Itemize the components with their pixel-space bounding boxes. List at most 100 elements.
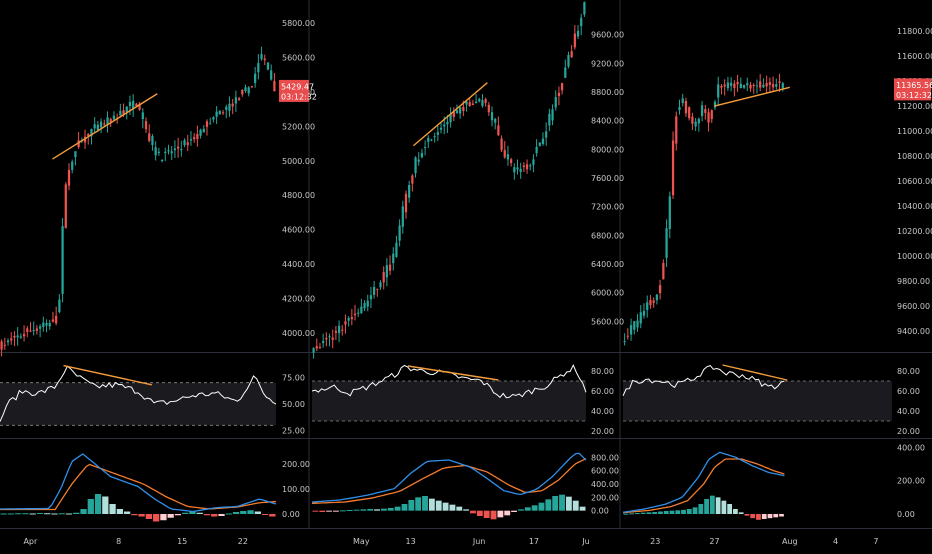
time-axis-label: 13 (406, 537, 416, 546)
candle-body (237, 98, 241, 100)
candle-body (325, 337, 328, 340)
candle-body (119, 110, 122, 116)
candle-body (519, 168, 522, 173)
macd-histogram-bar (65, 513, 73, 515)
macd-histogram-bar (387, 508, 394, 511)
candles (623, 73, 784, 346)
macd-histogram-bar (721, 500, 727, 514)
macd-histogram-bar (160, 514, 167, 521)
candle-body (19, 336, 22, 338)
candle-body (141, 112, 144, 120)
macd-line (622, 451, 785, 513)
macd-histogram-bar (153, 514, 160, 522)
candle-body (164, 151, 167, 154)
candle-body (16, 335, 19, 338)
candle-body (414, 157, 417, 174)
macd-histogram-bar (442, 502, 449, 511)
macd-histogram-bar (483, 510, 490, 518)
candle-body (74, 151, 77, 158)
candle-body (128, 101, 132, 107)
rsi-trendline (63, 364, 152, 386)
candle-body (318, 347, 322, 349)
candle-body (723, 84, 726, 87)
countdown-label: 03:12:32 (896, 91, 932, 100)
candle-body (560, 83, 564, 91)
candle-body (545, 131, 548, 138)
macd-histogram-bar (727, 504, 733, 514)
candle-body (26, 328, 29, 332)
macd-histogram-bar (401, 504, 408, 511)
candle-body (328, 336, 331, 338)
candle-body (228, 103, 231, 111)
macd-histogram-bar (312, 510, 319, 512)
macd-histogram-bar (744, 514, 750, 516)
price-axis-tick: 10800.00 (897, 152, 932, 161)
macd-histogram-bar (247, 510, 254, 514)
macd-histogram-bar (538, 502, 545, 511)
candle-body (29, 330, 32, 332)
rsi-trendline (407, 365, 499, 381)
candle-body (61, 226, 64, 294)
rsi-axis-tick: 25.00 (282, 427, 305, 436)
rsi-axis-tick: 50.00 (282, 400, 305, 409)
rsi-axis-tick: 60.00 (591, 387, 614, 396)
candle-body (567, 54, 570, 67)
candle-body (646, 302, 649, 311)
candle-body (90, 129, 93, 137)
macd-histogram-bar (333, 510, 339, 512)
candle-body (739, 83, 742, 89)
price-axis-tick: 6800.00 (591, 231, 624, 240)
price-axis-tick: 5600.00 (591, 317, 624, 326)
candle-body (570, 51, 573, 58)
macd-histogram-bar (182, 512, 189, 514)
candle-body (427, 137, 430, 142)
macd-histogram-bar (254, 511, 261, 514)
candle-body (42, 322, 45, 327)
macd-histogram-bar (196, 512, 203, 514)
candle-body (636, 320, 639, 328)
time-axis-label: May (353, 537, 370, 546)
candle-body (215, 111, 218, 117)
candle-body (45, 323, 48, 326)
candle-body (759, 81, 762, 88)
candle-body (250, 86, 254, 88)
candle-body (557, 92, 561, 97)
time-axis-label: 7 (873, 537, 878, 546)
macd-histogram-bar (360, 509, 367, 511)
macd-histogram-bar (94, 494, 102, 514)
candle-body (106, 117, 109, 125)
macd-histogram-bar (29, 513, 36, 515)
time-axis-label: Jun (472, 537, 486, 546)
candle-body (180, 149, 183, 151)
macd-histogram-bar (7, 513, 15, 515)
candle-body (315, 346, 318, 349)
macd-histogram-bar (686, 509, 692, 514)
macd-histogram-bar (663, 511, 669, 514)
candle-body (652, 300, 655, 303)
candle-body (678, 107, 681, 111)
macd-histogram-bar (669, 510, 675, 514)
macd-axis-tick: 200.00 (282, 460, 310, 469)
macd-histogram-bar (504, 510, 511, 516)
candle-body (13, 335, 16, 338)
candle-body (733, 83, 736, 89)
candle-body (626, 335, 629, 337)
macd-histogram-bar (145, 514, 153, 519)
candle-body (516, 167, 519, 170)
candle-body (83, 136, 87, 143)
macd-histogram (623, 495, 784, 520)
candle-body (433, 136, 436, 138)
candle-body (160, 159, 164, 161)
price-trendline (52, 93, 158, 160)
candle-body (525, 164, 529, 170)
candle-body (32, 330, 35, 332)
price-axis-tick: 9200.00 (591, 59, 624, 68)
candle-body (337, 325, 341, 334)
candle-body (710, 110, 713, 119)
candle-body (392, 253, 395, 264)
macd-histogram-bar (381, 508, 387, 511)
candle-body (436, 132, 439, 135)
candle-body (388, 264, 392, 271)
